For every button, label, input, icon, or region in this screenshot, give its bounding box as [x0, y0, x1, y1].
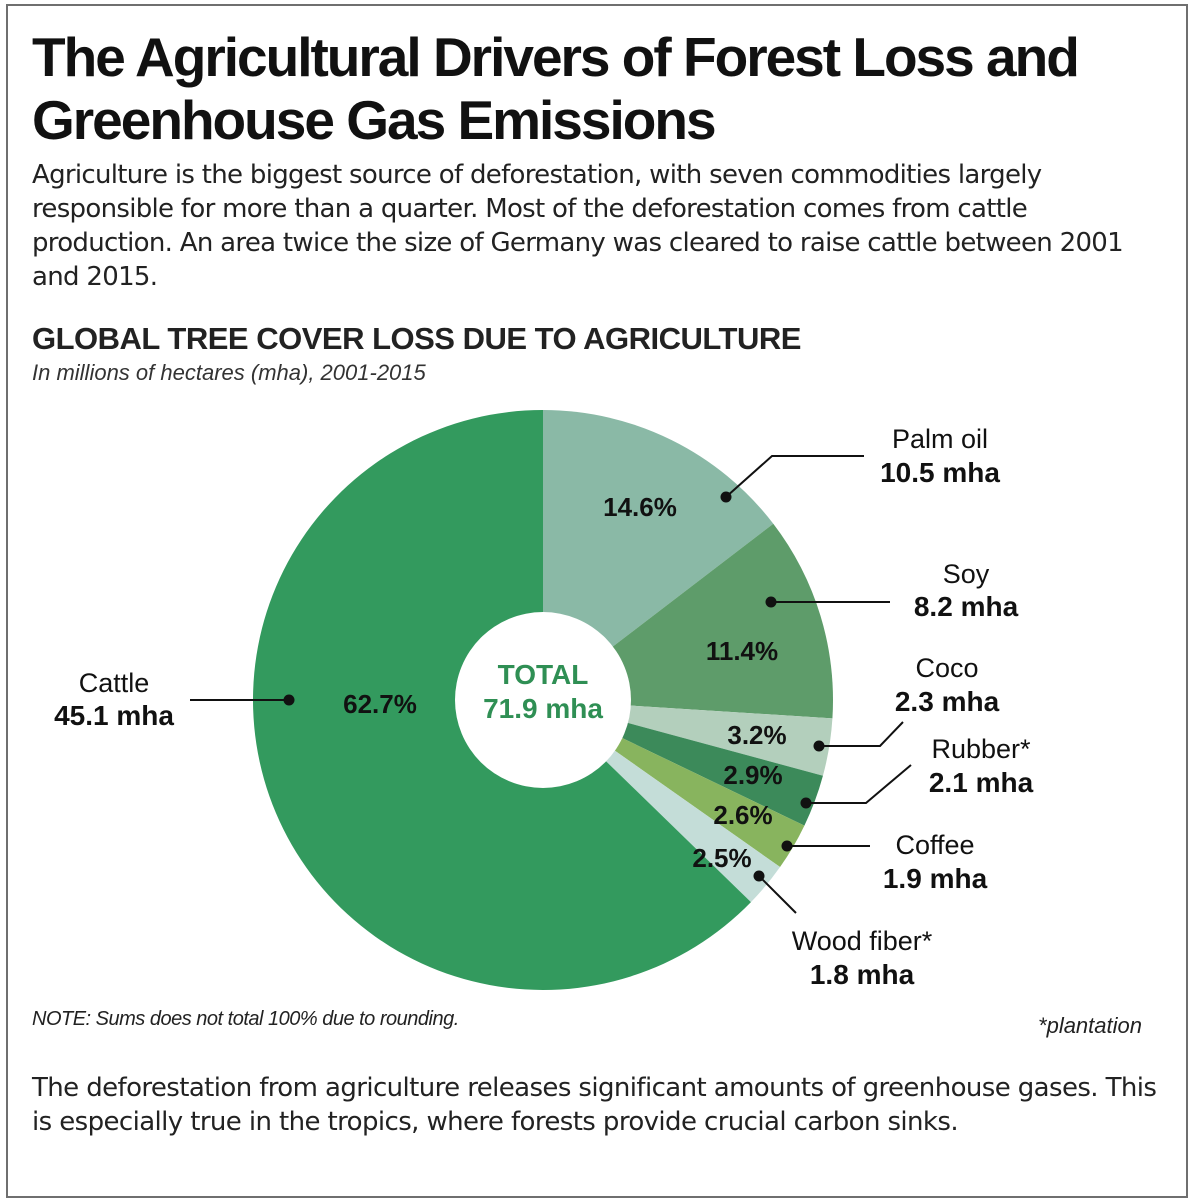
value-label-rubber: 2.1 mha — [929, 767, 1034, 798]
percent-label-rubber: 2.9% — [723, 760, 782, 790]
leader-dot-soy — [765, 596, 777, 608]
value-label-coco: 2.3 mha — [895, 686, 1000, 717]
leader-dot-rubber — [800, 797, 812, 809]
plantation-footnote: *plantation — [1038, 1013, 1142, 1038]
percent-label-wood-fiber: 2.5% — [692, 843, 751, 873]
leader-dot-palm-oil — [720, 491, 732, 503]
value-label-palm-oil: 10.5 mha — [880, 457, 1000, 488]
percent-label-palm-oil: 14.6% — [603, 492, 677, 522]
leader-dot-coffee — [781, 840, 793, 852]
donut-center — [455, 612, 631, 788]
category-label-palm-oil: Palm oil — [892, 424, 988, 454]
leader-dot-cattle — [283, 694, 295, 706]
category-label-soy: Soy — [943, 559, 990, 589]
center-total-label: TOTAL — [498, 659, 589, 690]
category-label-wood-fiber: Wood fiber* — [792, 926, 933, 956]
leader-line-rubber — [806, 764, 912, 804]
leader-line-coco — [819, 721, 904, 747]
leader-dot-coco — [813, 740, 825, 752]
page-title: The Agricultural Drivers of Forest Loss … — [32, 26, 1080, 151]
value-label-wood-fiber: 1.8 mha — [810, 959, 915, 990]
value-label-soy: 8.2 mha — [914, 591, 1019, 622]
percent-label-cattle: 62.7% — [343, 689, 417, 719]
percent-label-soy: 11.4% — [706, 636, 778, 666]
leader-line-palm-oil — [725, 455, 864, 498]
chart-subheading: In millions of hectares (mha), 2001-2015 — [32, 360, 426, 385]
chart-heading: GLOBAL TREE COVER LOSS DUE TO AGRICULTUR… — [32, 321, 801, 356]
category-label-coco: Coco — [915, 653, 978, 683]
outro-paragraph: The deforestation from agriculture relea… — [32, 1073, 1157, 1137]
percent-label-coco: 3.2% — [727, 720, 786, 750]
value-label-coffee: 1.9 mha — [883, 863, 988, 894]
percent-label-coffee: 2.6% — [713, 800, 772, 830]
category-label-rubber: Rubber* — [931, 734, 1031, 764]
value-label-cattle: 45.1 mha — [54, 700, 174, 731]
center-total-value: 71.9 mha — [483, 693, 603, 724]
slice-palm-oil — [543, 410, 774, 700]
leader-line-wood-fiber — [758, 875, 797, 914]
intro-paragraph: Agriculture is the biggest source of def… — [32, 160, 1124, 292]
leader-dot-wood-fiber — [753, 870, 765, 882]
category-label-cattle: Cattle — [79, 668, 150, 698]
rounding-note: NOTE: Sums does not total 100% due to ro… — [32, 1008, 459, 1030]
category-label-coffee: Coffee — [895, 830, 974, 860]
